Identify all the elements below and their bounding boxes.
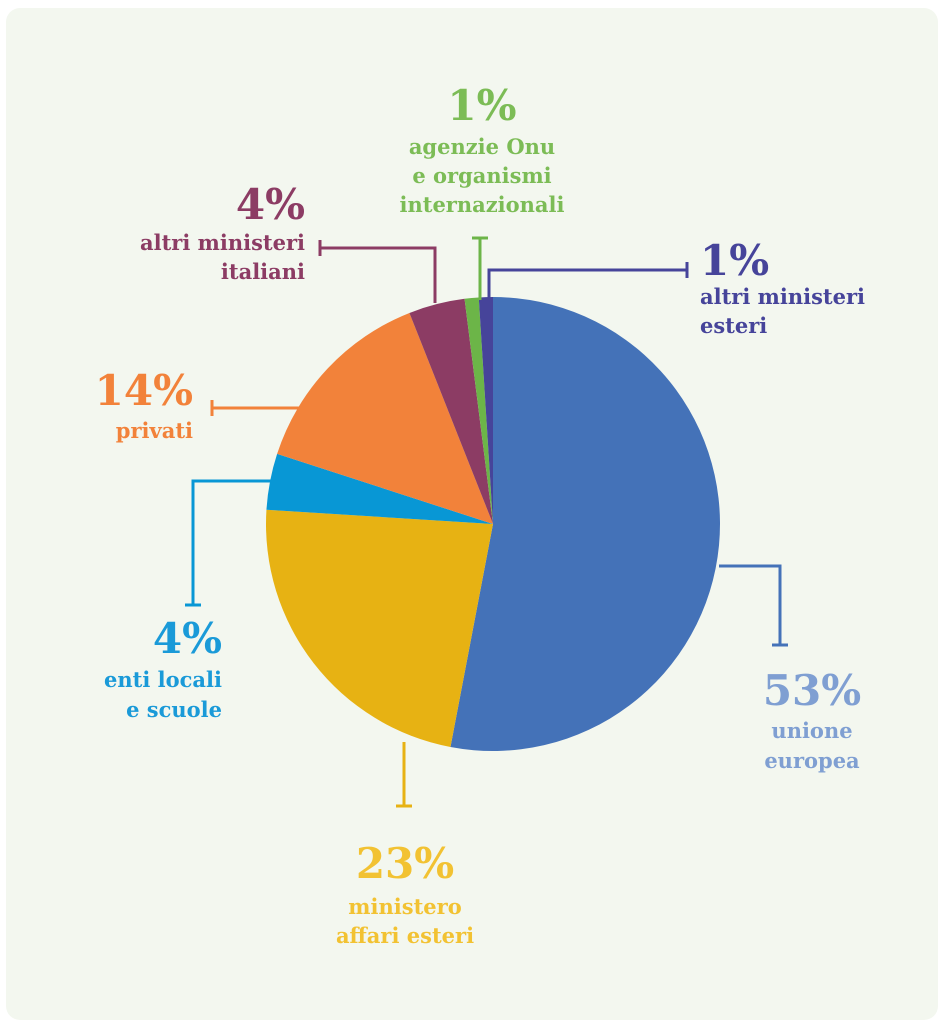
slice-name-label: internazionali xyxy=(400,192,565,217)
pie-slice-altri-ministeri-italiani xyxy=(409,298,493,524)
pie-slice-ministero-affari-esteri xyxy=(265,509,493,747)
pie-slice-privati xyxy=(277,312,493,524)
slice-name-label: italiani xyxy=(221,259,305,284)
slice-name-label: europea xyxy=(764,748,860,773)
slice-name-label: unione xyxy=(771,718,852,743)
pie-slice-agenzie-onu-e-organismi-internazionali xyxy=(464,297,493,524)
slice-percent-label: 23% xyxy=(356,839,454,888)
slice-name-label: esteri xyxy=(700,313,767,338)
slice-percent-label: 53% xyxy=(763,666,861,715)
slice-name-label: e scuole xyxy=(126,697,222,722)
pie-slice-altri-ministeri-esteri xyxy=(478,297,493,524)
leader-line xyxy=(487,268,687,299)
slice-name-label: altri ministeri xyxy=(140,230,305,255)
slice-name-label: ministero xyxy=(348,894,461,919)
slice-name-label: affari esteri xyxy=(336,923,474,948)
pie-slice-enti-locali-e-scuole xyxy=(266,453,493,524)
slice-name-label: altri ministeri xyxy=(700,284,865,309)
slice-name-label: enti locali xyxy=(104,667,222,692)
slice-percent-label: 4% xyxy=(153,614,222,663)
pie-slice-unione-europea xyxy=(450,296,721,752)
slice-percent-label: 1% xyxy=(700,236,769,285)
leader-line xyxy=(719,564,782,645)
slice-percent-label: 4% xyxy=(236,180,305,229)
slice-name-label: privati xyxy=(116,418,193,443)
slice-name-label: agenzie Onu xyxy=(409,134,555,159)
leader-line xyxy=(191,479,275,605)
slice-name-label: e organismi xyxy=(412,163,551,188)
slice-percent-label: 1% xyxy=(447,81,516,130)
leader-line xyxy=(320,246,437,303)
slice-percent-label: 14% xyxy=(95,366,193,415)
